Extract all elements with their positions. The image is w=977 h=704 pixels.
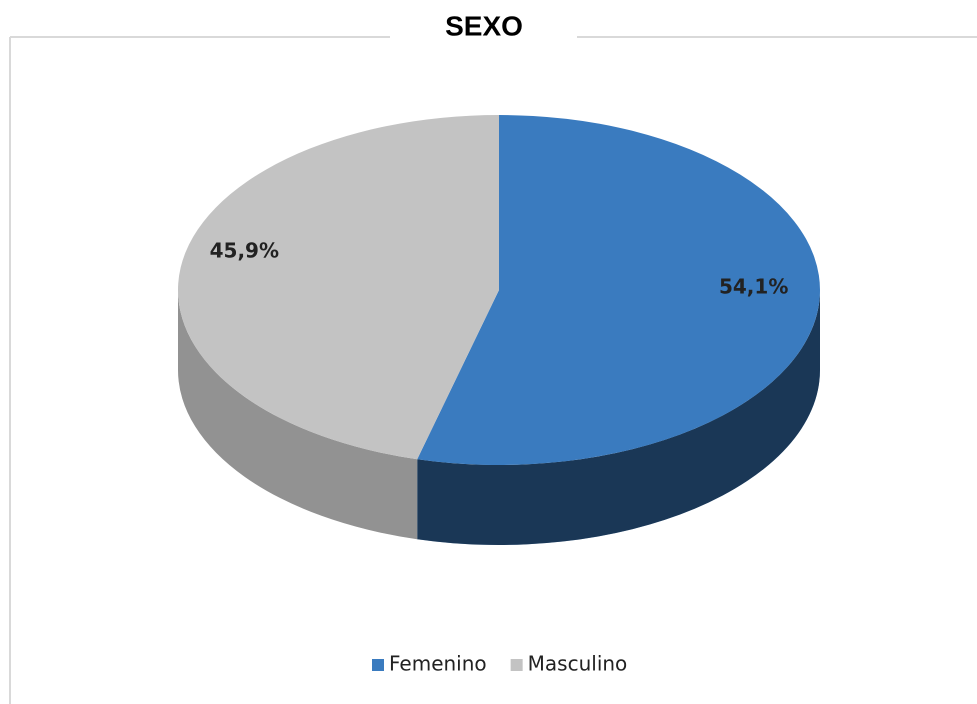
slice (417, 115, 820, 465)
slice-side (178, 290, 418, 540)
legend-label: Masculino (528, 652, 628, 676)
legend-swatch (510, 659, 523, 671)
legend-label: Femenino (389, 652, 487, 676)
data-label: 45,9% (210, 239, 279, 263)
data-label: 54,1% (719, 274, 788, 298)
chart-title: SEXO (445, 10, 523, 41)
legend-swatch (372, 659, 384, 671)
side-shade (178, 290, 418, 540)
side-shade (417, 290, 820, 545)
slice (178, 115, 499, 460)
